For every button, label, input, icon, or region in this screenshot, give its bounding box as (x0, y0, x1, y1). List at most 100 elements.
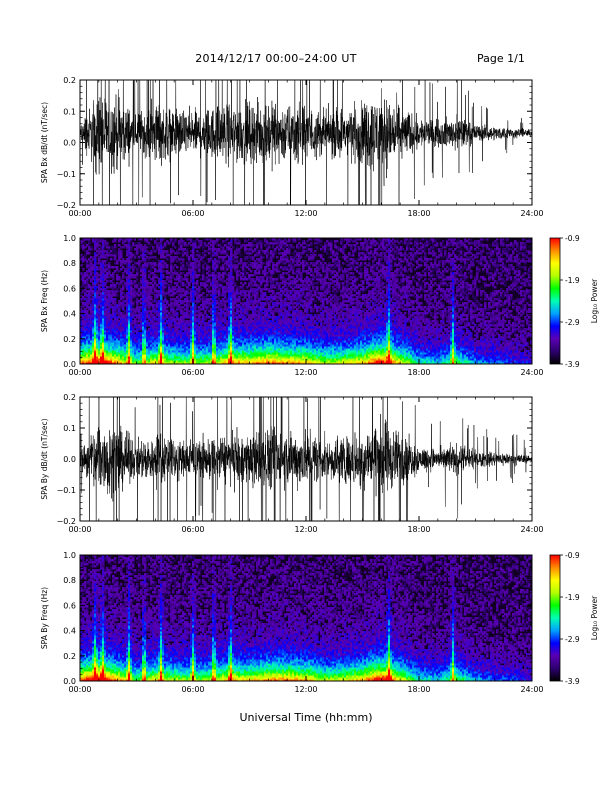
spectrogram-cell (100, 284, 102, 286)
spectrogram-cell (96, 330, 98, 332)
spectrogram-cell (196, 258, 198, 260)
spectrogram-cell (112, 314, 114, 316)
spectrogram-cell (236, 308, 238, 310)
spectrogram-cell (100, 308, 102, 310)
spectrogram-cell (172, 338, 174, 340)
spectrogram-cell (228, 278, 230, 280)
spectrogram-cell (230, 250, 232, 252)
spectrogram-cell (100, 276, 102, 278)
spectrogram-cell (100, 270, 102, 272)
spectrogram-cell (222, 354, 224, 356)
spectrogram-cell (106, 320, 108, 322)
spectrogram-cell (178, 340, 180, 342)
spectrogram-cell (162, 346, 164, 348)
spectrogram-cell (158, 352, 160, 354)
spectrogram-cell (162, 304, 164, 306)
spectrogram-cell (174, 358, 176, 360)
spectrogram-cell (162, 332, 164, 334)
spectrogram-cell (220, 342, 222, 344)
spectrogram-cell (110, 338, 112, 340)
spectrogram-cell (194, 314, 196, 316)
spectrogram-cell (210, 338, 212, 340)
spectrogram-cell (134, 252, 136, 254)
spectrogram-cell (124, 240, 126, 242)
spectrogram-cell (104, 294, 106, 296)
spectrogram-cell (150, 268, 152, 270)
spectrogram-cell (170, 278, 172, 280)
spectrogram-cell (168, 338, 170, 340)
spectrogram-cell (148, 308, 150, 310)
spectrogram-cell (234, 298, 236, 300)
spectrogram-cell (220, 286, 222, 288)
spectrogram-cell (144, 344, 146, 346)
spectrogram-cell (108, 280, 110, 282)
spectrogram-cell (214, 306, 216, 308)
spectrogram-cell (162, 260, 164, 262)
spectrogram-cell (130, 266, 132, 268)
spectrogram-cell (114, 336, 116, 338)
spectrogram-cell (148, 256, 150, 258)
spectrogram-cell (126, 332, 128, 334)
spectrogram-cell (136, 324, 138, 326)
spectrogram-cell (236, 330, 238, 332)
spectrogram-cell (192, 286, 194, 288)
spectrogram-cell (152, 354, 154, 356)
spectrogram-cell (158, 326, 160, 328)
spectrogram-cell (150, 318, 152, 320)
spectrogram-cell (134, 256, 136, 258)
spectrogram-cell (198, 350, 200, 352)
spectrogram-cell (216, 320, 218, 322)
spectrogram-cell (112, 348, 114, 350)
spectrogram-cell (88, 314, 90, 316)
spectrogram-cell (96, 296, 98, 298)
spectrogram-cell (86, 316, 88, 318)
spectrogram-cell (198, 262, 200, 264)
spectrogram-cell (156, 338, 158, 340)
spectrogram-cell (126, 346, 128, 348)
spectrogram-cell (104, 326, 106, 328)
spectrogram-cell (184, 274, 186, 276)
spectrogram-cell (118, 314, 120, 316)
spectrogram-cell (162, 352, 164, 354)
spectrogram-cell (92, 308, 94, 310)
spectrogram-cell (94, 314, 96, 316)
spectrogram-cell (146, 302, 148, 304)
spectrogram-cell (100, 310, 102, 312)
spectrogram-cell (98, 258, 100, 260)
spectrogram-cell (126, 264, 128, 266)
spectrogram-cell (188, 310, 190, 312)
spectrogram-cell (182, 354, 184, 356)
spectrogram-cell (196, 296, 198, 298)
spectrogram-cell (102, 260, 104, 262)
spectrogram-cell (236, 348, 238, 350)
spectrogram-cell (226, 328, 228, 330)
spectrogram-cell (114, 352, 116, 354)
spectrogram-cell (96, 334, 98, 336)
spectrogram-cell (176, 356, 178, 358)
spectrogram-cell (148, 332, 150, 334)
spectrogram-cell (102, 356, 104, 358)
spectrogram-cell (174, 348, 176, 350)
spectrogram-cell (102, 264, 104, 266)
spectrogram-cell (128, 358, 130, 360)
spectrogram-cell (158, 244, 160, 246)
spectrogram-cell (194, 266, 196, 268)
spectrogram-cell (100, 272, 102, 274)
spectrogram-cell (170, 322, 172, 324)
spectrogram-cell (236, 344, 238, 346)
spectrogram-cell (136, 294, 138, 296)
spectrogram-cell (180, 256, 182, 258)
spectrogram-cell (214, 248, 216, 250)
spectrogram-cell (138, 262, 140, 264)
spectrogram-cell (94, 254, 96, 256)
spectrogram-cell (146, 284, 148, 286)
spectrogram-cell (188, 332, 190, 334)
spectrogram-cell (174, 270, 176, 272)
spectrogram-cell (220, 356, 222, 358)
spectrogram-cell (92, 282, 94, 284)
spectrogram-cell (130, 302, 132, 304)
spectrogram-cell (104, 262, 106, 264)
spectrogram-cell (230, 284, 232, 286)
spectrogram-cell (124, 360, 126, 362)
spectrogram-cell (94, 356, 96, 358)
